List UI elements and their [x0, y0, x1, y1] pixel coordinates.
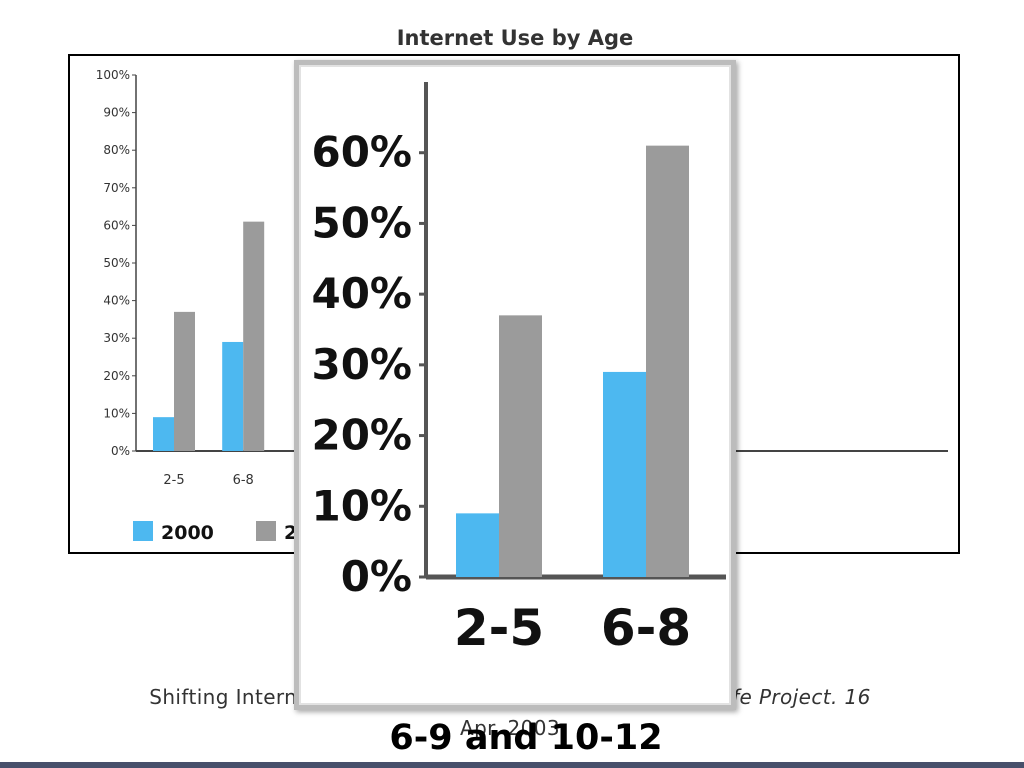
legend-label: 2 [284, 522, 297, 544]
x-tick-label: 2-5 [163, 473, 184, 488]
x-tick-label: 6-8 [233, 473, 254, 488]
zoom-inset: 0% 10% 20% 30% 40% 50% 60% 2-5 6-8 [294, 60, 736, 710]
zoom-bar [646, 145, 689, 577]
y-tick-label: 50% [103, 256, 130, 270]
zoom-y-tick-label: 40% [311, 269, 412, 318]
source-line: Apr. 2003 [30, 713, 990, 744]
y-tick-label: 90% [103, 106, 130, 120]
zoom-y-tick-label: 60% [311, 128, 412, 177]
zoom-x-tick-label: 6-8 [601, 599, 691, 657]
y-tick-label: 10% [103, 406, 130, 420]
zoom-y-tick-label: 30% [311, 340, 412, 389]
zoom-bar [603, 371, 646, 577]
source-segment: Apr. 2003 [460, 716, 560, 740]
y-tick-label: 40% [103, 294, 130, 308]
legend-swatch [133, 521, 153, 541]
y-tick-label: 0% [111, 444, 130, 458]
zoom-bar [499, 315, 542, 577]
bar [222, 341, 244, 451]
bottom-rule [0, 762, 1024, 768]
legend-swatch [256, 521, 276, 541]
zoom-y-tick-label: 10% [311, 481, 412, 530]
bar [153, 417, 174, 451]
zoom-y-tick-label: 50% [311, 198, 412, 247]
y-tick-label: 20% [103, 369, 130, 383]
bar [174, 311, 195, 451]
zoom-y-tick-label: 0% [341, 552, 412, 601]
y-tick-label: 80% [103, 143, 130, 157]
y-tick-label: 60% [103, 218, 130, 232]
legend-label: 2000 [161, 522, 214, 544]
y-tick-label: 100% [96, 68, 130, 82]
zoom-x-tick-label: 2-5 [454, 599, 544, 657]
zoom-y-tick-label: 20% [311, 411, 412, 460]
bar [243, 221, 265, 451]
zoom-chart: 0% 10% 20% 30% 40% 50% 60% 2-5 6-8 [311, 82, 726, 657]
zoom-bar [456, 513, 499, 577]
chart-title: Internet Use by Age [396, 26, 634, 50]
source-segment: Shifting Internet [149, 685, 325, 709]
y-tick-label: 30% [103, 331, 130, 345]
slide-caption: 6-9 and 10-12 [389, 718, 663, 758]
y-tick-label: 70% [103, 181, 130, 195]
